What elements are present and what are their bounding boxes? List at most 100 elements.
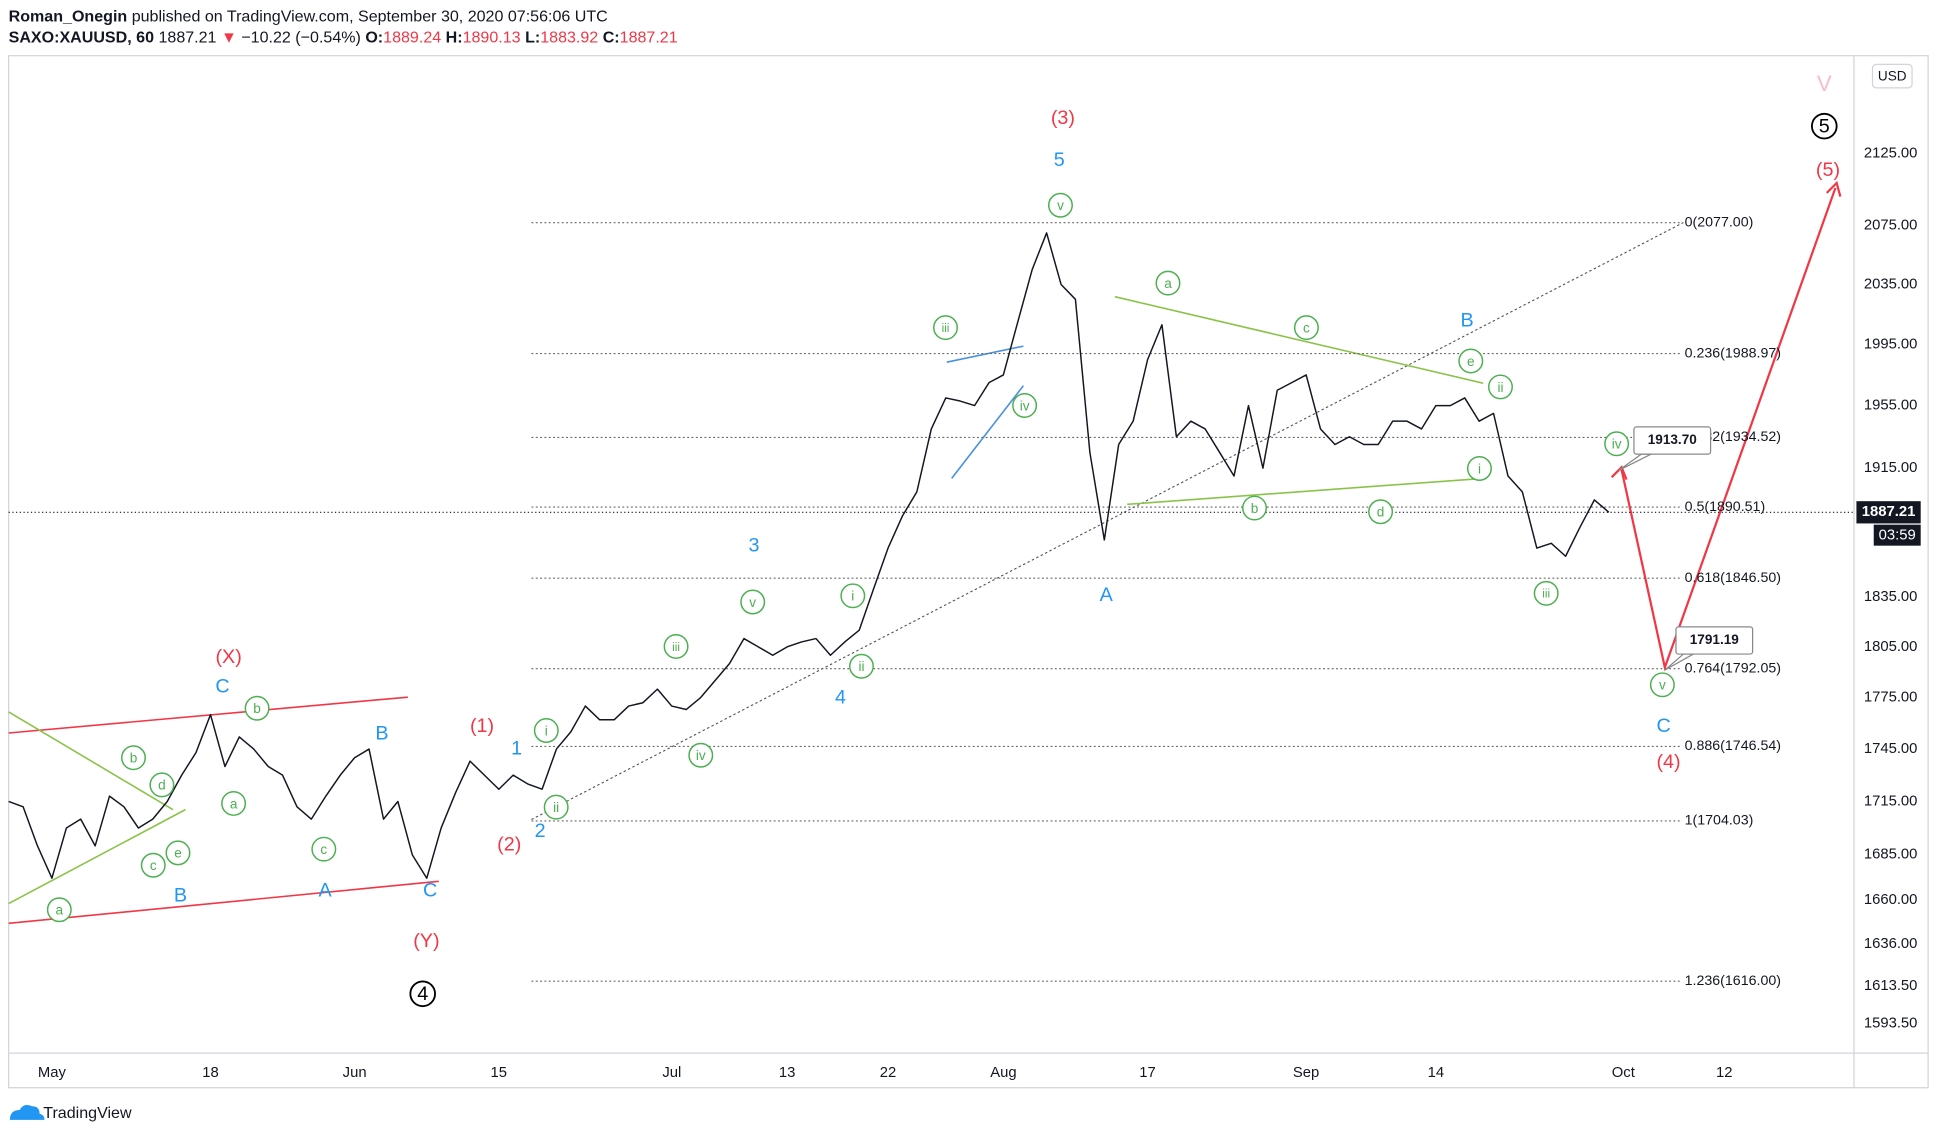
author[interactable]: Roman_Onegin [9, 8, 128, 26]
price-label-box [1675, 626, 1754, 655]
wave-circle [1368, 499, 1394, 525]
ohlc-value: 1883.92 [540, 29, 598, 47]
x-tick-label: 14 [1428, 1065, 1445, 1081]
wave-label: ii [1497, 380, 1503, 395]
y-tick-label: 1775.00 [1864, 689, 1918, 705]
wave-circle [1487, 374, 1513, 400]
wave-label: b [253, 701, 261, 716]
x-tick-label: 22 [880, 1065, 897, 1081]
countdown-box [1873, 524, 1921, 546]
wave-label: iii [942, 322, 950, 335]
symbol: SAXO:XAUUSD, 60 [9, 29, 154, 47]
wave-label: iii [672, 641, 680, 654]
wave-circle [533, 718, 559, 744]
wave-label: ii [553, 800, 559, 815]
wave-label: b [1251, 501, 1259, 516]
wave-label: C [423, 879, 437, 901]
countdown-label: 03:59 [1879, 528, 1916, 544]
wave-label: a [56, 903, 64, 918]
wave-circle [46, 897, 72, 923]
ohlc-label: H: [446, 29, 463, 47]
fib-label: 0.5(1890.51) [1685, 499, 1766, 515]
trend-line [951, 385, 1025, 479]
ohlc-label: O: [365, 29, 383, 47]
wave-circle [244, 695, 270, 721]
wave-circle [740, 589, 766, 615]
wave-label: 2 [535, 820, 546, 842]
wave-label: c [1303, 320, 1310, 335]
y-tick-label: 1685.00 [1864, 847, 1918, 863]
wave-label: (4) [1656, 751, 1680, 773]
wave-label: (3) [1051, 107, 1075, 129]
change-arrow: ▼ [221, 29, 237, 47]
wave-label: A [318, 879, 332, 901]
wave-label: B [174, 884, 187, 906]
channel-line [8, 696, 408, 734]
currency-label: USD [1878, 68, 1907, 83]
wave-label: v [749, 595, 756, 610]
wave-circle [848, 653, 874, 679]
wave-label: B [375, 722, 388, 744]
wave-circle [1155, 270, 1181, 296]
wave-label: d [1377, 505, 1385, 520]
channel-line [8, 880, 439, 925]
price-line [8, 232, 1610, 879]
wave-circle [1811, 112, 1838, 140]
x-tick-label: May [38, 1065, 67, 1081]
ohlc-value: 1889.24 [383, 29, 441, 47]
fib-label: 1.236(1616.00) [1685, 973, 1781, 989]
x-tick-label: Aug [990, 1065, 1016, 1081]
x-tick-label: 13 [779, 1065, 796, 1081]
wave-circle [688, 742, 714, 768]
y-tick-label: 1715.00 [1864, 793, 1918, 809]
wave-label: 5 [1819, 116, 1830, 138]
wave-circle [149, 772, 175, 798]
y-tick-label: 2035.00 [1864, 276, 1918, 292]
wave-circle [1533, 580, 1559, 606]
wave-circle [311, 836, 337, 862]
x-tick-label: Oct [1612, 1065, 1636, 1081]
fib-label: 0.886(1746.54) [1685, 738, 1781, 754]
x-tick-label: 15 [491, 1065, 508, 1081]
wave-label: i [851, 589, 854, 604]
wave-label: C [215, 675, 229, 697]
wave-circle [1293, 315, 1319, 341]
x-tick-label: 17 [1139, 1065, 1156, 1081]
arrow-head [1610, 465, 1628, 481]
ohlc-label: L: [525, 29, 540, 47]
y-tick-label: 1613.50 [1864, 978, 1918, 994]
projection-path [1620, 187, 1837, 672]
wave-label: a [1164, 276, 1172, 291]
wave-label: a [230, 796, 238, 811]
fib-label: 1(1704.03) [1685, 813, 1754, 829]
y-tick-label: 2075.00 [1864, 218, 1918, 234]
current-price-label: 1887.21 [1862, 504, 1916, 520]
wave-label: B [1461, 310, 1474, 332]
brand[interactable]: TradingView [43, 1104, 132, 1122]
wave-label: 1 [511, 737, 522, 759]
wave-circle [1012, 392, 1038, 418]
wave-label: i [545, 723, 548, 738]
wave-label: ii [858, 659, 864, 674]
wave-label: v [1057, 198, 1064, 213]
fib-label: 0.236(1988.97) [1685, 345, 1781, 361]
wave-circle [121, 745, 146, 771]
wave-label: iv [696, 748, 706, 763]
drawings [8, 180, 1842, 925]
wave-circle [409, 980, 436, 1008]
y-tick-label: 1745.00 [1864, 741, 1918, 757]
wave-circle [1047, 192, 1073, 218]
last-price: 1887.21 [158, 29, 216, 47]
y-tick-label: 1835.00 [1864, 589, 1918, 605]
current-price-box [1856, 501, 1921, 524]
y-tick-label: 1636.00 [1864, 936, 1918, 952]
publish-line: Roman_Onegin published on TradingView.co… [9, 8, 608, 26]
publish-info: published on TradingView.com, September … [132, 8, 608, 26]
wave-label: 5 [1054, 149, 1065, 171]
wave-label: 4 [417, 983, 428, 1005]
y-tick-label: 2125.00 [1864, 146, 1918, 162]
fib-label: 0.618(1846.50) [1685, 570, 1781, 586]
wave-label: e [174, 846, 182, 861]
wave-label: b [130, 751, 138, 766]
